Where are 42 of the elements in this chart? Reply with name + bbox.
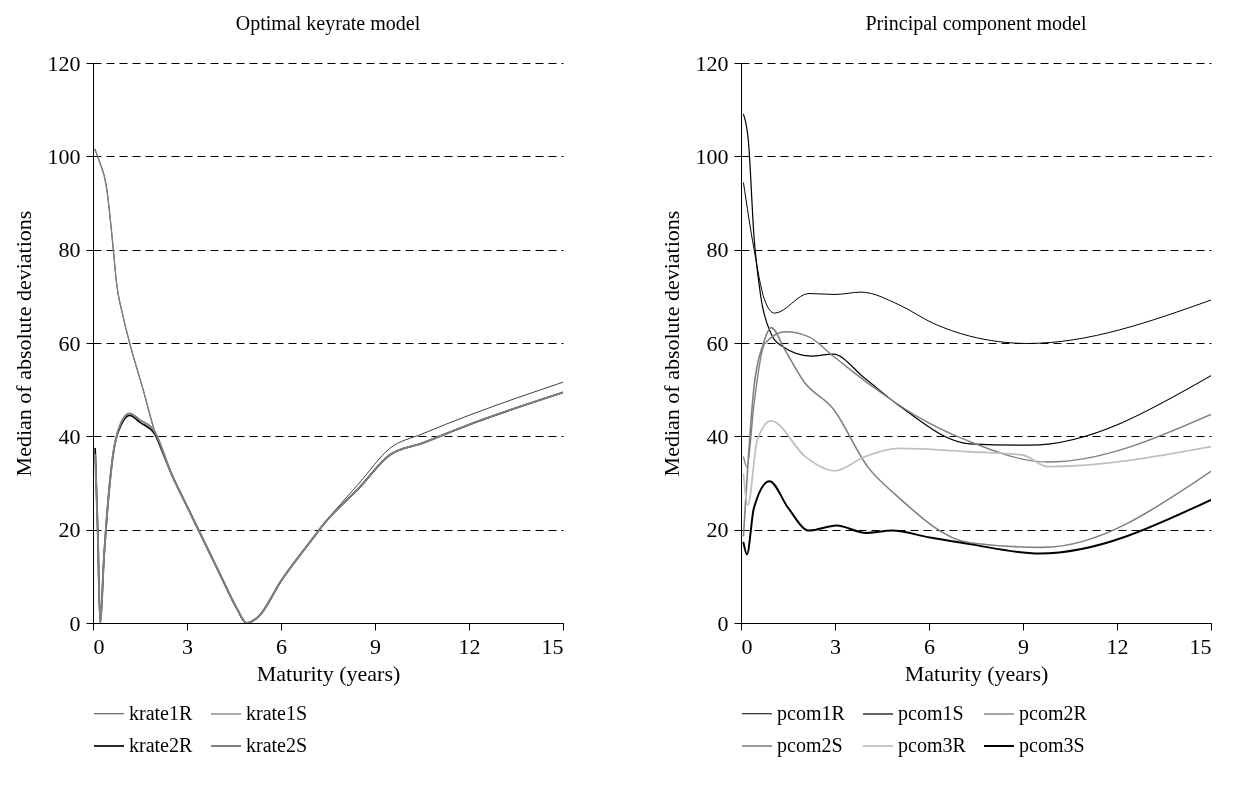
x-tick-label: 6 [276,633,287,659]
x-tick-label: 9 [370,633,381,659]
y-tick-label: 100 [695,143,729,169]
x-axis-title: Maturity (years) [904,660,1049,686]
chart-title: Optimal keyrate model [235,12,421,35]
x-tick-label: 3 [182,633,193,659]
legend-label: pcom2S [777,734,843,757]
x-tick-label: 15 [541,633,564,659]
legend-label: pcom2R [1019,702,1088,725]
y-tick-label: 40 [706,423,729,449]
legend-label: pcom3R [898,734,967,757]
x-tick-label: 12 [1106,633,1129,659]
y-tick-label: 60 [706,330,729,356]
y-tick-label: 20 [706,517,729,543]
y-tick-label: 0 [717,610,729,636]
y-tick-label: 100 [47,143,81,169]
legend-label: krate1R [129,701,193,724]
chart-title: Principal component model [865,12,1087,35]
legend-label: krate2R [129,734,193,756]
legend-label: krate1S [246,702,308,724]
legend-label: pcom1R [777,701,846,725]
y-tick-label: 120 [47,50,81,76]
y-axis-title: Median of absolute deviations [10,210,36,477]
y-tick-label: 40 [58,423,81,449]
x-tick-label: 3 [830,633,841,659]
x-axis-title: Maturity (years) [256,660,401,686]
y-tick-label: 0 [69,610,81,636]
y-tick-label: 120 [695,50,729,76]
legend-label: pcom1S [898,702,964,725]
x-tick-label: 0 [741,633,753,659]
x-tick-label: 6 [924,633,935,659]
y-axis-title: Median of absolute deviations [658,210,684,477]
legend-label: krate2S [246,734,308,756]
x-tick-label: 9 [1018,633,1029,659]
x-tick-label: 15 [1189,633,1212,659]
x-tick-label: 12 [458,633,481,659]
y-tick-label: 20 [58,517,81,543]
x-tick-label: 0 [93,633,105,659]
y-tick-label: 60 [58,330,81,356]
legend-label: pcom3S [1019,734,1085,757]
y-tick-label: 80 [58,237,81,263]
y-tick-label: 80 [706,237,729,263]
